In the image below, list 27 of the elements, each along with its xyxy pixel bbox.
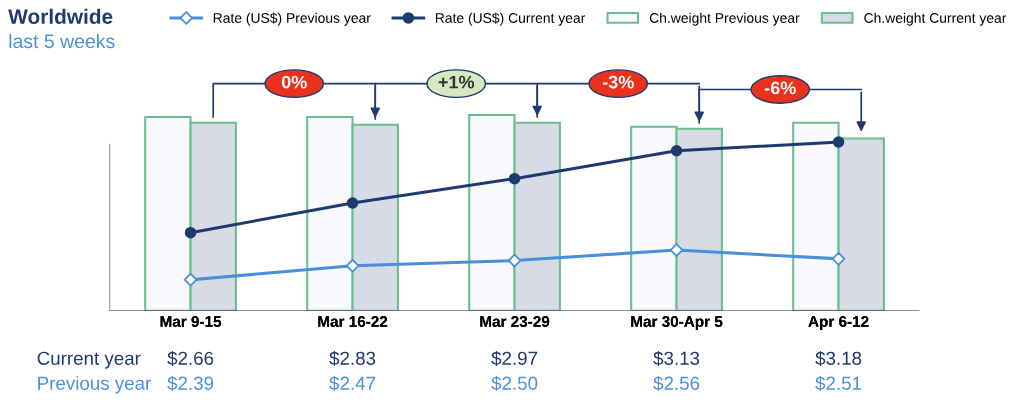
- data-label: $2.83: [329, 350, 376, 367]
- text: -6%: [764, 81, 796, 95]
- legend-label: Ch.weight Current year: [864, 12, 1007, 26]
- text: +1%: [438, 75, 475, 89]
- data-label: $2.51: [815, 375, 862, 392]
- data-label: $2.47: [329, 375, 376, 392]
- legend-label: Ch.weight Previous year: [649, 12, 800, 26]
- legend-label: Rate (US$) Current year: [435, 12, 586, 26]
- x-tick-label: Mar 30-Apr 5: [631, 316, 723, 330]
- data-label: $2.39: [167, 375, 214, 392]
- data-label: $3.13: [653, 350, 700, 367]
- legend-label: Rate (US$) Previous year: [213, 12, 371, 26]
- x-tick-label: Mar 9-15: [160, 316, 222, 327]
- text: Current year: [37, 351, 141, 369]
- data-label: $2.97: [491, 350, 538, 367]
- data-label: $3.18: [815, 350, 862, 367]
- data-label: $2.56: [653, 375, 700, 392]
- data-label: $2.50: [491, 375, 538, 392]
- text: Previous year: [38, 376, 151, 394]
- chart-subtitle: last 5 weeks: [9, 33, 115, 49]
- x-tick-label: Mar 16-22: [318, 316, 388, 327]
- chart-title: Worldwide: [8, 8, 113, 24]
- text: 0%: [281, 75, 307, 89]
- x-tick-label: Mar 23-29: [480, 316, 550, 327]
- text: -3%: [602, 75, 634, 89]
- data-label: $2.66: [167, 350, 214, 367]
- x-tick-label: Apr 6-12: [808, 316, 869, 330]
